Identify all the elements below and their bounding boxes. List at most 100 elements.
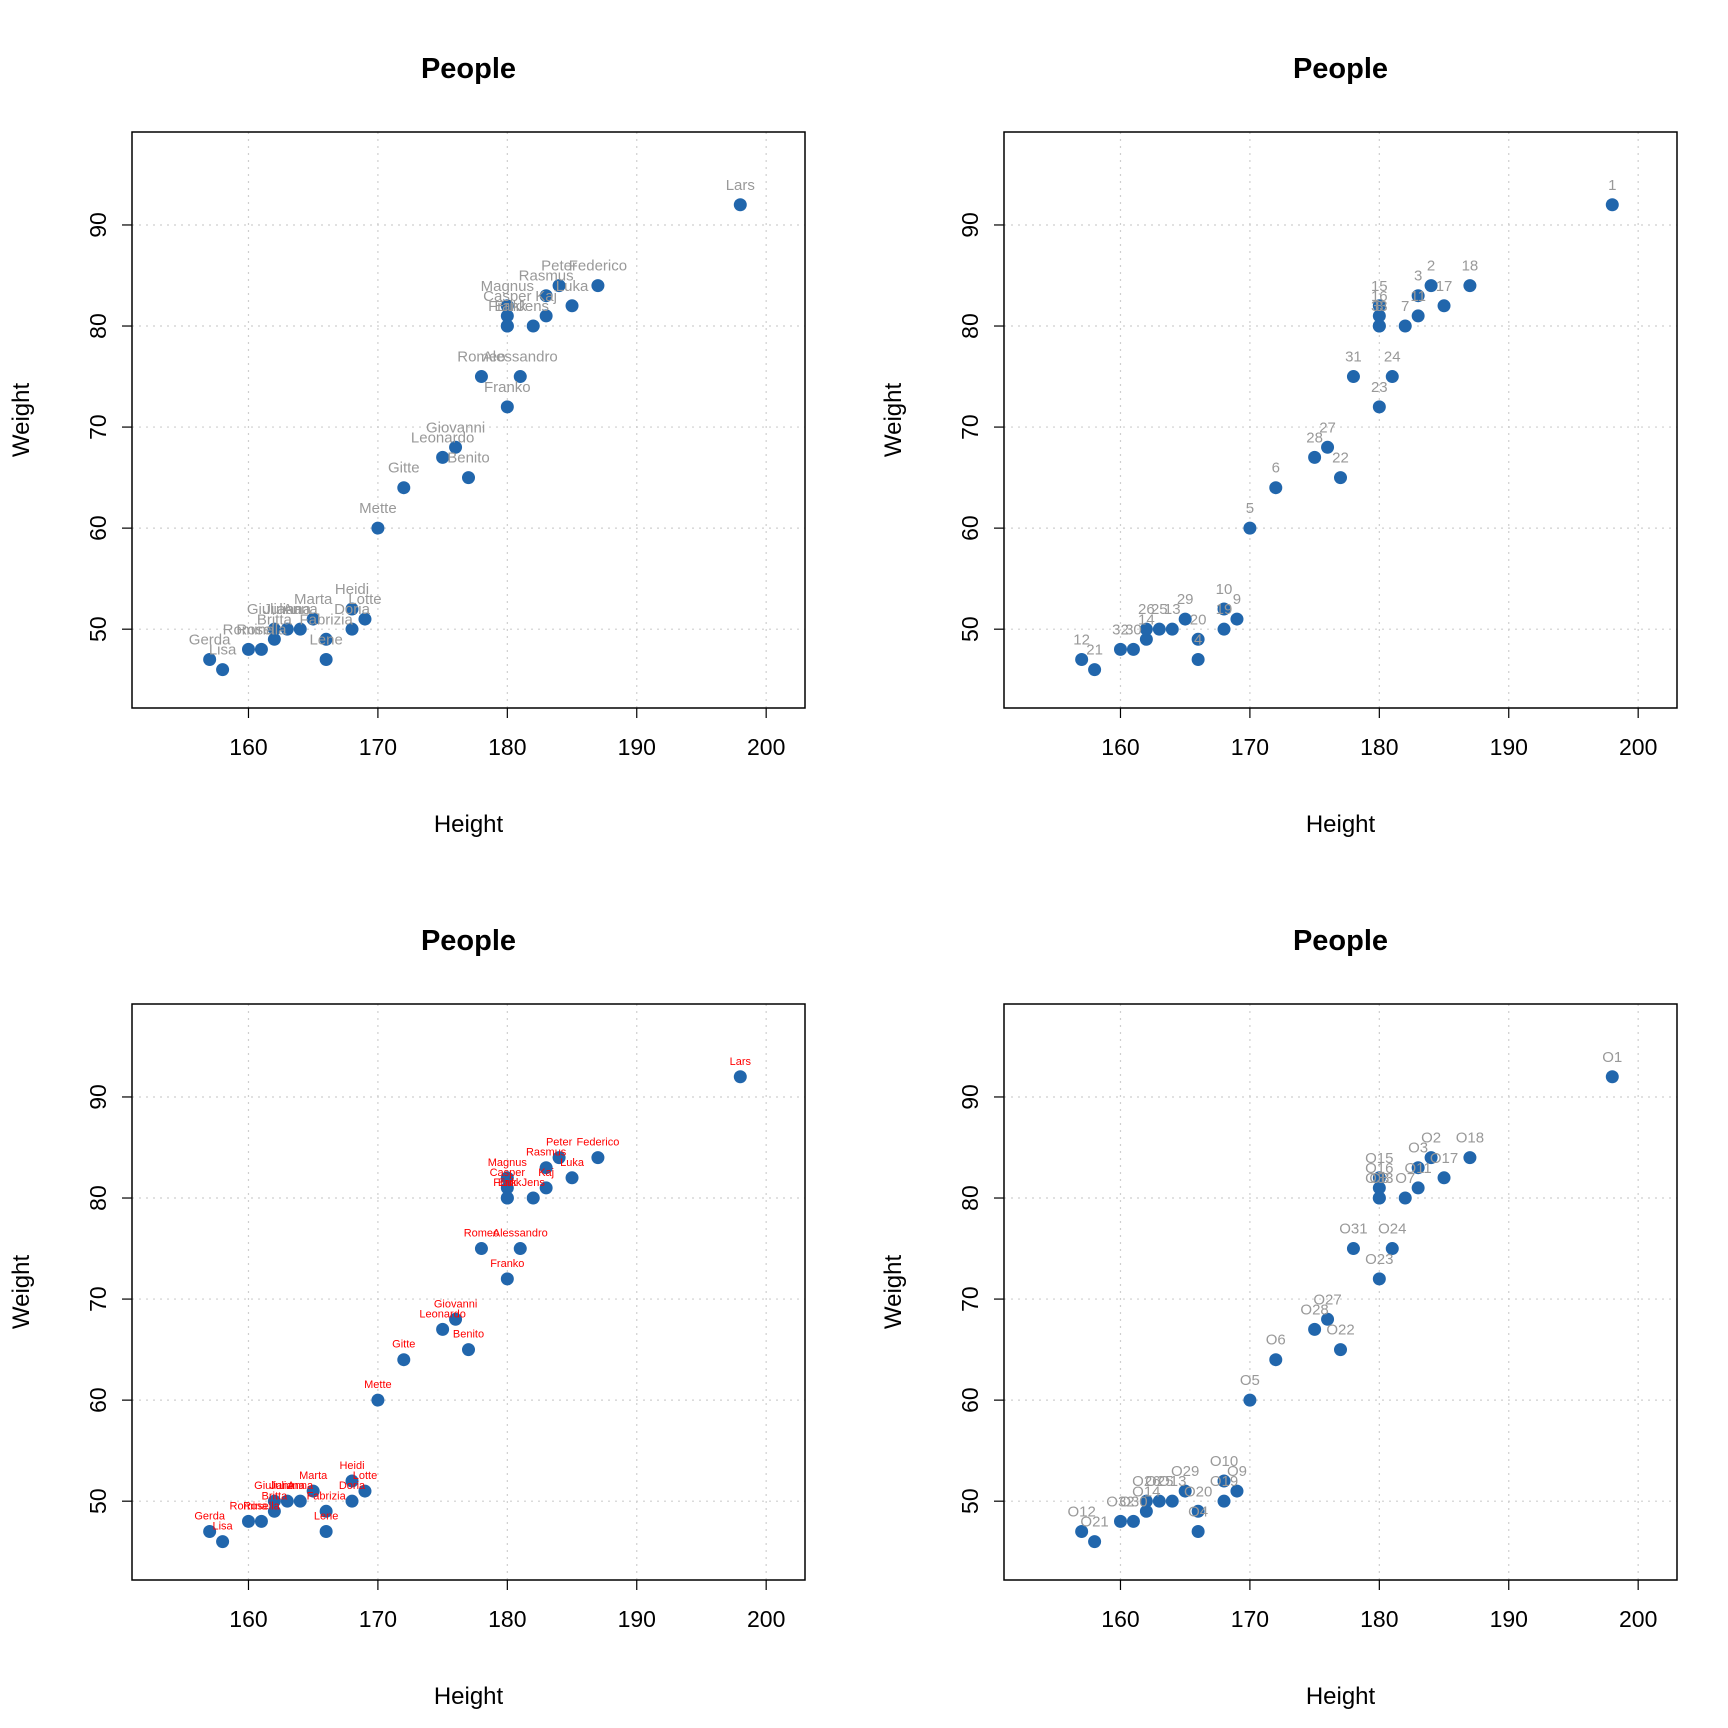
point-label: O32 xyxy=(1106,1493,1134,1510)
point-label: 19 xyxy=(1216,601,1233,618)
point-label: Benito xyxy=(447,450,490,467)
point-label: Jens xyxy=(522,1177,546,1189)
point-label: 7 xyxy=(1401,298,1409,315)
point-label: Gerda xyxy=(189,631,231,648)
point-label: 1 xyxy=(1608,177,1616,194)
y-tick-label: 70 xyxy=(85,414,111,440)
point-label: O17 xyxy=(1430,1150,1458,1167)
data-point xyxy=(397,1353,411,1367)
x-tick-label: 170 xyxy=(359,734,397,760)
data-point xyxy=(1139,622,1153,636)
x-tick-label: 160 xyxy=(1101,1606,1139,1632)
data-point xyxy=(397,481,411,495)
x-tick-label: 180 xyxy=(1360,1606,1398,1632)
axes-ticks: 160 170 180 190 200 50 60 70 80 90 xyxy=(85,212,785,760)
point-label: Gitte xyxy=(392,1339,415,1351)
points xyxy=(1075,1070,1619,1549)
point-label: Juliana xyxy=(264,601,312,618)
data-point xyxy=(203,652,217,666)
y-axis-label: Weight xyxy=(880,1255,907,1330)
x-tick-label: 190 xyxy=(1490,734,1528,760)
data-point xyxy=(1230,1484,1244,1498)
data-point xyxy=(1152,622,1166,636)
data-point xyxy=(1165,1494,1179,1508)
plot-frame xyxy=(1003,131,1678,709)
point-label: Magnus xyxy=(488,1157,528,1169)
point-label: Giuliana xyxy=(254,1480,295,1492)
data-point xyxy=(500,1181,514,1195)
axes-ticks: 160 170 180 190 200 50 60 70 80 90 xyxy=(85,1084,785,1632)
data-point xyxy=(345,622,359,636)
point-label: 28 xyxy=(1306,429,1323,446)
point-label: 12 xyxy=(1073,631,1090,648)
point-label: O14 xyxy=(1132,1483,1160,1500)
point-label: Romina xyxy=(230,1500,269,1512)
data-point xyxy=(267,632,281,646)
y-tick-label: 70 xyxy=(85,1286,111,1312)
x-tick-label: 170 xyxy=(1231,734,1269,760)
scatter-panel-bottom-left: 160 170 180 190 200 50 60 70 80 90 Lars PeterRasmu… xyxy=(8,925,806,1710)
point-label: 31 xyxy=(1345,349,1362,366)
points xyxy=(1075,198,1619,677)
point-label: Peter xyxy=(541,258,577,275)
point-label: Fabrizia xyxy=(299,611,353,628)
data-point xyxy=(1321,1312,1335,1326)
point-label: Lars xyxy=(730,1056,752,1068)
point-label: Frank xyxy=(493,1177,522,1189)
data-point xyxy=(358,1484,372,1498)
data-point xyxy=(1217,602,1231,616)
data-point xyxy=(1398,1191,1412,1205)
point-label: O16 xyxy=(1365,1160,1393,1177)
data-point xyxy=(241,642,255,656)
x-tick-label: 170 xyxy=(1231,1606,1269,1632)
grid xyxy=(132,1004,805,1580)
data-point xyxy=(565,1171,579,1185)
point-label: 26 xyxy=(1138,601,1155,618)
point-label: 14 xyxy=(1138,611,1155,628)
point-label: Lene xyxy=(314,1510,338,1522)
data-point xyxy=(371,521,385,535)
points xyxy=(203,1070,747,1549)
data-point xyxy=(1334,1343,1347,1357)
data-point xyxy=(526,1191,540,1205)
data-point xyxy=(1372,400,1386,414)
data-point xyxy=(449,440,463,454)
data-point xyxy=(1411,309,1425,323)
data-point xyxy=(552,1151,566,1165)
point-label: Gerda xyxy=(194,1510,225,1522)
data-point xyxy=(513,370,527,384)
point-label: Romeo xyxy=(464,1228,499,1240)
data-point xyxy=(500,319,514,333)
point-label: O6 xyxy=(1266,1332,1286,1349)
data-point xyxy=(500,309,514,323)
data-point xyxy=(1411,289,1425,303)
y-tick-label: 70 xyxy=(957,414,983,440)
point-label: Heidi xyxy=(335,581,369,598)
data-point xyxy=(1126,1514,1140,1528)
x-tick-label: 190 xyxy=(618,734,656,760)
axes-ticks: 160 170 180 190 200 50 60 70 80 90 xyxy=(957,212,1657,760)
point-label: 24 xyxy=(1384,349,1401,366)
data-point xyxy=(1308,450,1322,464)
y-axis-label: Weight xyxy=(880,383,907,458)
point-label: 29 xyxy=(1177,591,1194,608)
point-label: Romeo xyxy=(457,349,505,366)
data-point xyxy=(1605,1070,1619,1084)
data-point xyxy=(1139,1494,1153,1508)
data-point xyxy=(1165,622,1179,636)
y-tick-label: 90 xyxy=(957,212,983,238)
point-label: O29 xyxy=(1171,1463,1199,1480)
grid xyxy=(1004,132,1677,708)
data-point xyxy=(1217,622,1231,636)
point-label: Anna xyxy=(283,601,319,618)
data-point xyxy=(552,279,566,293)
point-label: O3 xyxy=(1408,1140,1428,1157)
data-point xyxy=(267,1504,281,1518)
data-point xyxy=(1385,1242,1399,1256)
point-label: Lisa xyxy=(209,642,237,659)
data-point xyxy=(203,1524,217,1538)
data-point xyxy=(319,1524,333,1538)
